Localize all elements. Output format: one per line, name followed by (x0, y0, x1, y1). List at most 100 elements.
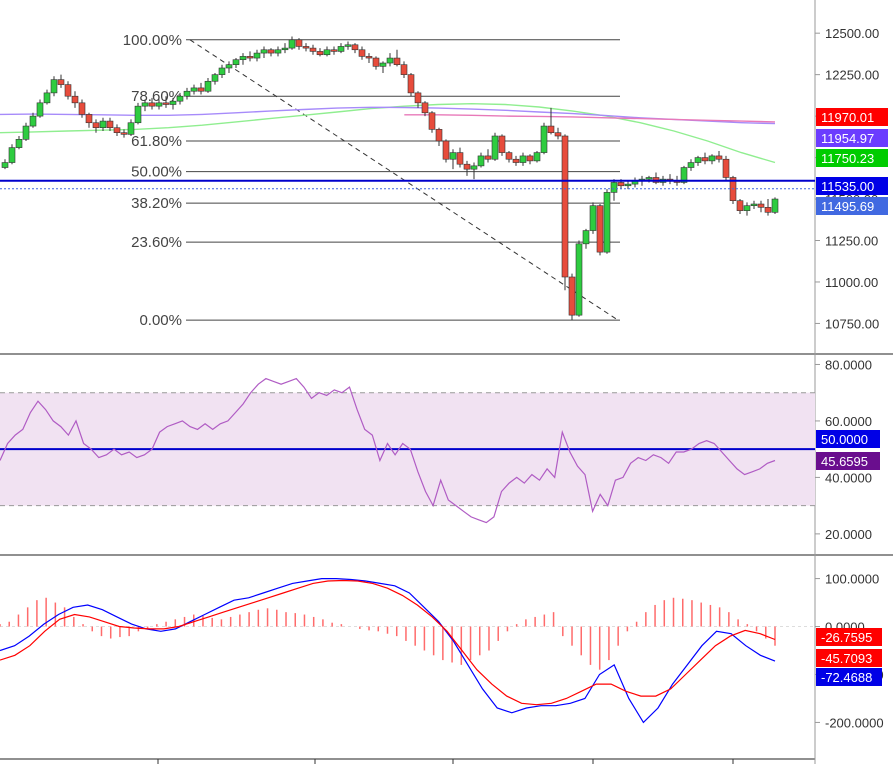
price-badge-bg (816, 108, 888, 126)
macd-badge: -45.7093 (816, 649, 882, 667)
candle-body (547, 125, 555, 133)
candle (50, 76, 58, 97)
candle (456, 147, 464, 168)
candle (316, 48, 324, 57)
macd-panel: 100.00000.0000-100.0000-200.0000-26.7595… (0, 572, 884, 730)
candle (323, 46, 331, 57)
candle (99, 117, 107, 132)
candle-body (491, 135, 499, 160)
candle (498, 134, 506, 156)
candle-body (141, 102, 149, 107)
candle-body (624, 183, 632, 187)
candle (204, 77, 212, 93)
candle (127, 119, 135, 137)
candle (260, 46, 268, 59)
candle-body (533, 152, 541, 162)
price-badge: 11970.01 (816, 108, 888, 126)
candle (379, 61, 387, 73)
price-badge-label: 11954.97 (821, 131, 874, 146)
candle (330, 46, 338, 55)
candle (358, 46, 366, 60)
moving-average-line (0, 106, 776, 125)
candle (561, 134, 569, 291)
candle-body (400, 64, 408, 75)
candle-body (365, 56, 373, 59)
candle-body (190, 87, 198, 92)
candle-body (708, 155, 716, 162)
candle-body (120, 132, 128, 135)
candle-body (78, 102, 86, 115)
candle (78, 99, 86, 118)
candle (309, 44, 317, 55)
candle (722, 155, 730, 181)
candle (267, 48, 275, 57)
candle-body (386, 57, 394, 64)
candle (470, 162, 478, 180)
candle-body (22, 125, 30, 140)
candle (631, 177, 639, 188)
candle-body (92, 122, 100, 129)
candle (533, 150, 541, 163)
candle-body (722, 158, 730, 178)
candle (736, 199, 744, 214)
candle (694, 155, 702, 166)
candle (288, 36, 296, 50)
candle-body (162, 102, 170, 105)
candle-body (281, 47, 289, 51)
candle-body (183, 90, 191, 97)
candle (29, 112, 37, 128)
candle (197, 82, 205, 95)
candle-body (127, 122, 135, 135)
fib-level-label: 78.60% (131, 88, 182, 105)
candle-body (267, 49, 275, 54)
candle-body (295, 39, 303, 47)
macd-badge-bg (816, 668, 882, 686)
candle-body (743, 205, 751, 211)
candle-body (442, 140, 450, 160)
candle-body (64, 84, 72, 97)
candle (554, 127, 562, 140)
candle-body (694, 157, 702, 163)
candle (134, 102, 142, 125)
candle (92, 119, 100, 133)
candle (22, 122, 30, 141)
candle (400, 61, 408, 78)
candle-body (288, 39, 296, 49)
candle-body (246, 56, 254, 59)
candle-body (358, 49, 366, 57)
candle-body (603, 192, 611, 253)
y-tick-label: 20.0000 (825, 527, 872, 542)
candle-body (519, 155, 527, 163)
candle (365, 53, 373, 64)
candle-body (155, 102, 163, 107)
candle-body (596, 205, 604, 253)
candle (764, 199, 772, 216)
candle-body (526, 155, 534, 162)
candle-body (750, 203, 758, 206)
candle (64, 81, 72, 100)
candle-body (484, 155, 492, 160)
moving-average-line (0, 102, 776, 164)
candle-body (498, 135, 506, 153)
candle (85, 112, 93, 128)
rsi-badge-label: 50.0000 (821, 432, 868, 447)
macd-badge: -26.7595 (816, 628, 882, 646)
price-badge-label: 11535.00 (821, 179, 874, 194)
candle (589, 202, 597, 234)
price-badge-label: 11750.23 (821, 151, 874, 166)
candle-body (323, 49, 331, 56)
candle (190, 84, 198, 95)
candle-body (505, 152, 513, 160)
candle-body (428, 112, 436, 130)
candle (603, 189, 611, 254)
candle (757, 200, 765, 213)
macd-badge-label: -26.7595 (821, 630, 872, 645)
candle (771, 197, 779, 214)
candle-body (470, 165, 478, 170)
candle-body (736, 200, 744, 211)
candle-body (36, 102, 44, 117)
candle-body (589, 205, 597, 231)
candle (232, 58, 240, 69)
candle-body (764, 207, 772, 213)
candle-body (337, 46, 345, 52)
